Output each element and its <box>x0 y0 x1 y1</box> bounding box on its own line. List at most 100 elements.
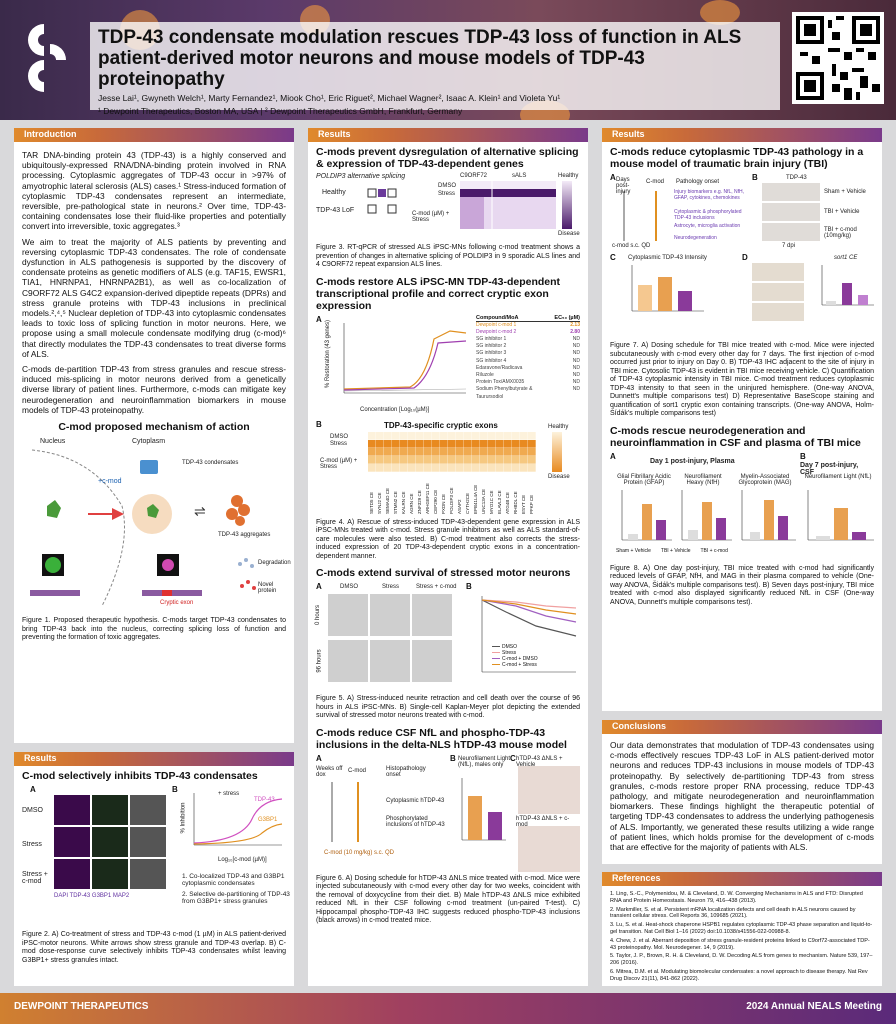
table-row: Dewpoint c-mod 1 2.13 <box>476 321 580 328</box>
gene-label: CEP290 CE <box>433 489 438 514</box>
figure-7: A B C D Days post-injury C-mod Pathology… <box>610 173 874 339</box>
heatmap-cell <box>480 463 488 472</box>
dose-xlabel: Log₁₀[c-mod (µM)] <box>218 857 267 863</box>
heatmap-cell <box>424 439 432 448</box>
heatmap-cell <box>376 447 384 456</box>
figure-1-caption: Figure 1. Proposed therapeutic hypothesi… <box>22 617 286 642</box>
heatmap-cell <box>432 455 440 464</box>
compound-table: Compound/MoA EC₅₀ (µM) Dewpoint c-mod 1 2.1… <box>476 315 580 401</box>
intro-p1: TAR DNA-binding protein 43 (TDP-43) is a… <box>22 150 286 232</box>
mag-title: Myelin-Associated Glycoprotein (MAG) <box>738 473 792 486</box>
poster-title: TDP-43 condensate modulation rescues TDP… <box>98 27 742 90</box>
results-1-heading: Results <box>14 752 294 766</box>
restoration-chart <box>343 322 467 393</box>
heatmap-cell <box>488 439 496 448</box>
lof-row-label: TDP-43 LoF <box>316 207 355 214</box>
heatmap-cell <box>448 439 456 448</box>
tbi-cmod-label: TBI + c-mod (10mg/kg) <box>824 227 857 239</box>
restoration-xlabel: Concentration [Log₁₀(µM)] <box>360 406 430 413</box>
table-row: SG inhibitor 3 ND <box>476 350 580 357</box>
heatmap-cell <box>384 431 392 440</box>
degradation-label: Degradation <box>258 560 291 567</box>
table-row: SG inhibitor 4 ND <box>476 357 580 364</box>
cmod-stress-label: C-mod (µM) + Stress <box>412 211 450 223</box>
heatmap-cell <box>504 463 512 472</box>
heatmap-cell <box>440 447 448 456</box>
heatmap-cell <box>424 463 432 472</box>
heatmap-cell <box>488 463 496 472</box>
heatmap-cell <box>384 463 392 472</box>
conclusions-panel: Conclusions Our data demonstrates that m… <box>602 720 882 864</box>
gene-label: CYTH2CE <box>465 492 470 514</box>
figure-5-caption: Figure 5. A) Stress-induced neurite retr… <box>316 695 580 719</box>
restoration-ylabel: % Restoration (43 genes) <box>325 319 332 388</box>
results-panel-2: Results C-mods prevent dysregulation of … <box>308 128 588 986</box>
col-stress: Stress <box>382 584 400 590</box>
poldip3-heatmap <box>460 181 556 229</box>
heatmap-cell <box>488 431 496 440</box>
km-legend-item: Stress <box>492 650 538 656</box>
nucleus-label: Nucleus <box>40 438 66 446</box>
gene-label: RHBDL CE <box>513 490 518 514</box>
qr-code-icon[interactable] <box>792 12 884 104</box>
heatmap-cell <box>408 447 416 456</box>
col-dmso: DMSO <box>340 584 358 590</box>
group-label: Sham + Vehicle <box>616 547 651 554</box>
row-stress-cmod: Stress + c-mod <box>22 871 48 885</box>
nfh-title: Neurofilament Heavy (NfH) <box>684 473 722 486</box>
reference-item: 5. Taylor, J. P., Brown, R. H. & Clevela… <box>610 953 873 967</box>
dose-response-chart <box>193 793 283 846</box>
ce-stress-label: Stress <box>330 440 348 447</box>
heatmap-cell <box>488 455 496 464</box>
gene-label: UNC13A CE <box>481 488 486 514</box>
heatmap-cell <box>408 455 416 464</box>
heatmap-cell <box>480 455 488 464</box>
dpi-label: 7 dpi <box>782 243 796 249</box>
results-2-title-3: C-mods extend survival of stressed motor… <box>316 567 571 579</box>
table-row: Sodium Phenylbutyrate & Taurursodiol ND <box>476 386 580 400</box>
reference-item: 6. Mitrea, D.M. et al. Modulating biomol… <box>610 968 868 982</box>
heatmap-cell <box>432 431 440 440</box>
cyto-incl-label: Cytoplasmic & phosphorylated TDP-43 incl… <box>674 209 742 221</box>
heatmap-cell <box>448 455 456 464</box>
reference-item: 3. Lu, S. et al. Heat-shock chaperone HS… <box>610 922 873 935</box>
heatmap-cell <box>456 447 464 456</box>
table-header-ec50: EC₅₀ (µM) <box>554 314 580 321</box>
heatmap-cell <box>472 439 480 448</box>
heatmap-cell <box>400 431 408 440</box>
ce-scale <box>552 431 562 472</box>
heatmap-cell <box>472 463 480 472</box>
table-row: Dewpoint c-mod 2 2.80 <box>476 328 580 335</box>
heatmap-cell <box>496 455 504 464</box>
heatmap-cell <box>384 455 392 464</box>
heatmap-cell <box>448 431 456 440</box>
dmso-label: DMSO <box>438 183 456 189</box>
heatmap-cell <box>464 463 472 472</box>
poldip3-label: POLDIP3 alternative splicing <box>316 173 406 180</box>
conclusions-text: Our data demonstrates that modulation of… <box>610 740 874 853</box>
heatmap-cell <box>480 439 488 448</box>
dose-ylabel: % Inhibition <box>180 802 187 834</box>
table-row: Edaravone/Radicava ND <box>476 364 580 371</box>
list-item-2: 2. Selective de-partitioning of TDP-43 f… <box>182 891 290 905</box>
scale-healthy: Healthy <box>558 173 579 179</box>
heatmap-cell <box>416 439 424 448</box>
heatmap-cell <box>392 463 400 472</box>
heatmap-cell <box>424 431 432 440</box>
gene-label: KALRN CE <box>401 490 406 514</box>
figure-2-caption: Figure 2. A) Co-treatment of stress and … <box>22 931 286 964</box>
gene-label: SYNJ2 CE <box>377 491 382 514</box>
c-mod-pill-icon <box>140 460 158 475</box>
gene-label: STMN2 CE <box>393 490 398 514</box>
heatmap-cell <box>520 463 528 472</box>
heatmap-cell <box>392 455 400 464</box>
heatmap-cell <box>448 463 456 472</box>
dose-label: C-mod (10 mg/kg) s.c. QD <box>324 849 395 856</box>
heatmap-cell <box>416 431 424 440</box>
sort1-chart <box>821 265 874 306</box>
results-2-heading: Results <box>308 128 588 142</box>
footer: DEWPOINT THERAPEUTICS 2024 Annual NEALS … <box>0 993 896 1024</box>
gene-label: SETD5 CE <box>369 491 374 514</box>
heatmap-cell <box>368 463 376 472</box>
heatmap-cell <box>504 431 512 440</box>
